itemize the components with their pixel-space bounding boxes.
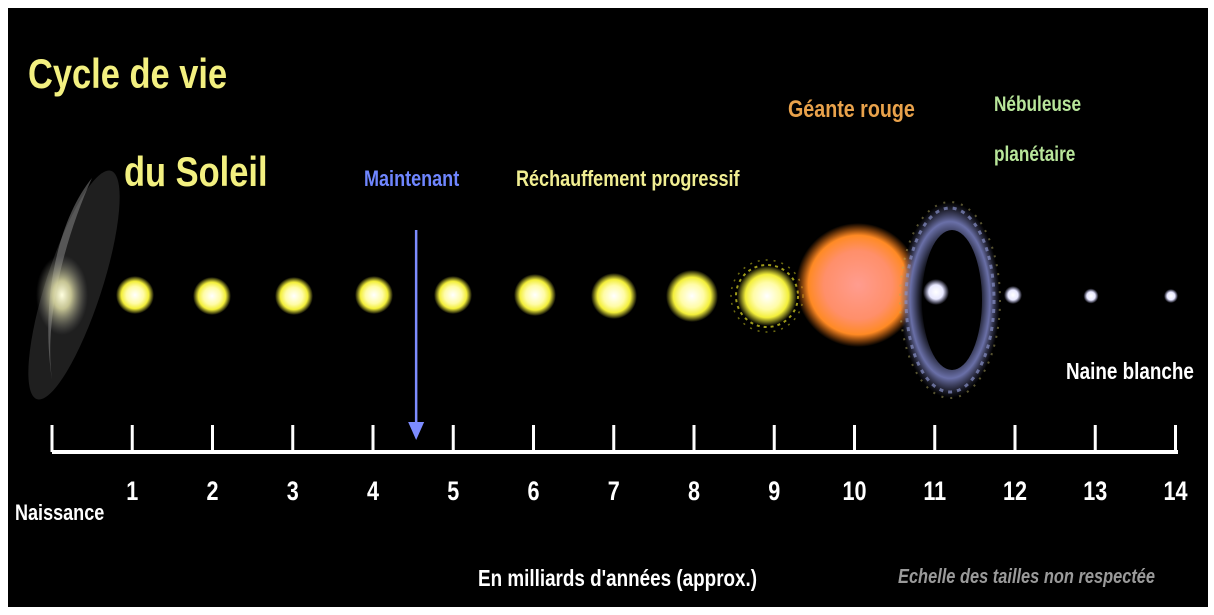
axis-unit-label: En milliards d'années (approx.) [478,565,758,591]
axis-tick-label: 12 [1003,477,1027,507]
planetary-nebula-label-line-2: planétaire [994,143,1076,166]
warming-label: Réchauffement progressif [516,166,740,191]
axis-tick-label: 5 [447,477,459,507]
now-label: Maintenant [364,166,460,191]
red-giant [796,223,920,347]
axis-tick-label: 8 [688,477,700,507]
axis-tick-label: 7 [608,477,620,507]
planetary-nebula [899,201,1001,399]
white-dwarf-2 [1083,288,1099,304]
birth-nebula [28,170,120,400]
star-5 [434,276,472,314]
star-8 [666,270,718,322]
timeline-ticks [50,425,1177,452]
axis-tick-label: 10 [842,477,866,507]
star-1 [116,276,154,314]
axis-tick-label: 1 [126,477,138,507]
star-2 [193,277,231,315]
white-dwarf-label: Naine blanche [1066,358,1194,384]
title-line-1: Cycle de vie [28,50,228,97]
axis-tick-label: 2 [206,477,218,507]
title-line-2: du Soleil [124,148,268,195]
star-6 [514,274,556,316]
flaring-star [730,259,804,333]
timeline-tick-labels: 1 2 3 4 5 6 7 8 9 10 11 12 13 14 [126,477,1188,507]
axis-tick-label: 3 [287,477,299,507]
scale-note: Echelle des tailles non respectée [898,566,1156,588]
birth-label: Naissance [15,500,105,525]
star-4 [355,276,393,314]
planetary-nebula-label-line-1: Nébuleuse [994,93,1082,116]
axis-tick-label: 6 [527,477,539,507]
axis-tick-label: 9 [768,477,780,507]
white-dwarf-1 [1004,286,1022,304]
axis-tick-label: 4 [367,477,379,507]
star-3 [275,277,313,315]
axis-tick-label: 14 [1163,477,1187,507]
white-dwarf-3 [1164,289,1178,303]
star-7 [591,273,637,319]
axis-tick-label: 13 [1083,477,1107,507]
now-marker-arrow [408,230,425,440]
red-giant-label: Géante rouge [788,96,915,123]
axis-tick-label: 11 [923,477,946,507]
